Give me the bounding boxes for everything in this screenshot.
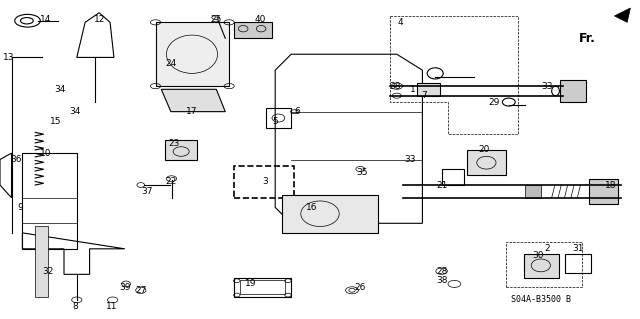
Text: 28: 28 bbox=[436, 267, 447, 276]
Bar bbox=[506, 242, 582, 287]
Text: 34: 34 bbox=[69, 107, 81, 116]
Bar bbox=[35, 226, 48, 297]
Text: 9: 9 bbox=[18, 203, 23, 212]
Text: 19: 19 bbox=[245, 279, 257, 288]
Text: 5: 5 bbox=[273, 117, 278, 126]
Bar bbox=[524, 254, 559, 278]
Text: 17: 17 bbox=[186, 107, 198, 116]
Text: 31: 31 bbox=[572, 244, 584, 253]
Bar bbox=[282, 195, 378, 233]
Polygon shape bbox=[161, 89, 225, 112]
Text: 26: 26 bbox=[354, 283, 365, 292]
Text: 18: 18 bbox=[605, 181, 617, 189]
Bar bbox=[417, 83, 440, 96]
Text: 30: 30 bbox=[532, 251, 543, 260]
Text: 38: 38 bbox=[389, 82, 401, 91]
Text: 36: 36 bbox=[10, 155, 22, 164]
Text: 40: 40 bbox=[255, 15, 266, 24]
Text: 37: 37 bbox=[141, 187, 153, 196]
Text: 32: 32 bbox=[42, 267, 54, 276]
Text: 33: 33 bbox=[541, 82, 553, 91]
Text: 38: 38 bbox=[436, 276, 447, 285]
Text: 2: 2 bbox=[545, 244, 550, 253]
Bar bbox=[565, 254, 591, 273]
Text: 24: 24 bbox=[165, 59, 177, 68]
Text: 20: 20 bbox=[479, 145, 490, 154]
Polygon shape bbox=[614, 8, 630, 22]
Text: 25: 25 bbox=[210, 15, 221, 24]
Text: Fr.: Fr. bbox=[579, 32, 596, 45]
Text: 29: 29 bbox=[488, 98, 500, 107]
Bar bbox=[589, 179, 618, 204]
Text: 8: 8 bbox=[73, 302, 78, 311]
Text: 16: 16 bbox=[306, 203, 317, 212]
Bar bbox=[240, 280, 285, 294]
Text: 27: 27 bbox=[135, 286, 147, 295]
Bar bbox=[156, 22, 229, 86]
Bar bbox=[234, 22, 272, 38]
Text: 34: 34 bbox=[54, 85, 65, 94]
Text: 14: 14 bbox=[40, 15, 52, 24]
Bar bbox=[525, 185, 541, 198]
Text: 15: 15 bbox=[50, 117, 61, 126]
Text: S04A-B3500 B: S04A-B3500 B bbox=[511, 295, 571, 304]
Text: 7: 7 bbox=[421, 91, 426, 100]
Text: 39: 39 bbox=[119, 283, 131, 292]
Text: 11: 11 bbox=[106, 302, 118, 311]
Text: 33: 33 bbox=[404, 155, 415, 164]
Text: 10: 10 bbox=[40, 149, 52, 158]
Bar bbox=[22, 153, 77, 249]
Text: 22: 22 bbox=[165, 177, 177, 186]
Text: 21: 21 bbox=[436, 181, 447, 189]
Bar bbox=[234, 166, 294, 198]
Text: 4: 4 bbox=[397, 18, 403, 27]
Text: 23: 23 bbox=[168, 139, 180, 148]
Bar bbox=[467, 150, 506, 175]
Text: 35: 35 bbox=[356, 168, 367, 177]
Bar bbox=[442, 169, 464, 185]
Text: 3: 3 bbox=[263, 177, 268, 186]
Text: 1: 1 bbox=[410, 85, 415, 94]
Bar bbox=[266, 108, 291, 128]
Text: 13: 13 bbox=[3, 53, 14, 62]
Text: 6: 6 bbox=[295, 107, 300, 116]
Text: 12: 12 bbox=[93, 15, 105, 24]
Bar bbox=[560, 80, 586, 102]
Bar bbox=[165, 140, 197, 160]
Bar bbox=[234, 278, 291, 297]
